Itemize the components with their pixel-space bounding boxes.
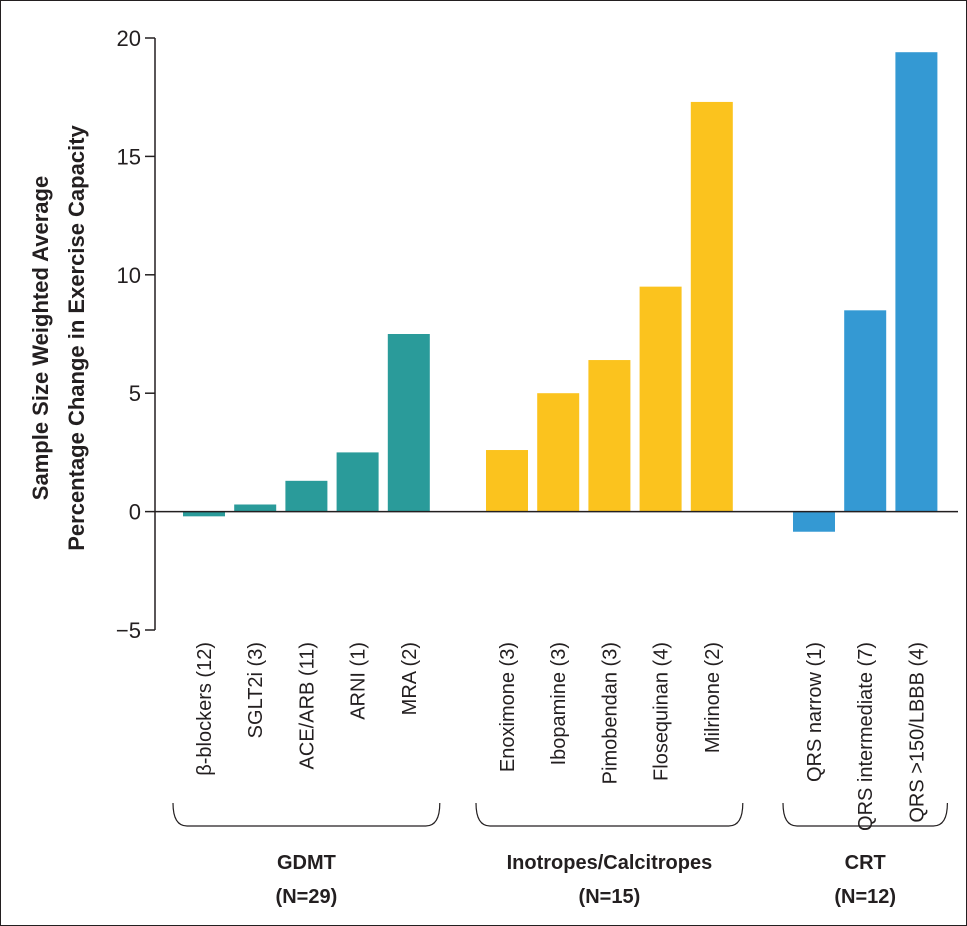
group-count: (N=15) <box>579 886 641 908</box>
bar <box>486 450 528 512</box>
y-axis-label-line2: Percentage Change in Exercise Capacity <box>64 124 89 550</box>
bar <box>537 393 580 512</box>
y-axis-label: Sample Size Weighted Average Percentage … <box>28 124 89 550</box>
group-bracket <box>475 802 744 827</box>
y-axis-label-line1: Sample Size Weighted Average <box>28 176 53 500</box>
bar <box>588 360 631 512</box>
bar <box>844 310 887 512</box>
y-tick-label: 0 <box>129 500 141 525</box>
bar <box>690 101 733 512</box>
category-label: QRS narrow (1) <box>804 642 826 782</box>
category-label: SGLT2i (3) <box>245 642 267 738</box>
category-label: ACE/ARB (11) <box>296 642 318 769</box>
category-label: ARNI (1) <box>348 642 370 720</box>
group-bracket <box>782 802 948 827</box>
y-tick-label: 10 <box>117 263 141 288</box>
bar <box>793 511 835 532</box>
y-tick-label: 20 <box>117 26 141 51</box>
group-name: Inotropes/Calcitropes <box>507 852 713 874</box>
category-label: Enoximone (3) <box>497 642 519 772</box>
y-axis: −5 0 5 10 15 20 <box>116 26 156 643</box>
category-label: QRS >150/LBBB (4) <box>906 642 928 823</box>
bar <box>387 334 430 512</box>
category-label: β-blockers (12) <box>194 642 216 776</box>
group-bracket <box>172 802 441 827</box>
bar <box>336 452 379 512</box>
category-label: Milrinone (2) <box>702 642 724 753</box>
group-count: (N=29) <box>276 886 338 908</box>
y-tick-label: 5 <box>129 381 141 406</box>
bar <box>639 286 682 512</box>
category-labels: β-blockers (12) SGLT2i (3) ACE/ARB (11) ARN… <box>194 642 928 831</box>
category-label: MRA (2) <box>399 642 421 715</box>
category-label: Ibopamine (3) <box>548 642 570 765</box>
category-label: Flosequinan (4) <box>651 642 673 781</box>
group-name: GDMT <box>277 852 336 874</box>
y-tick-label: 15 <box>117 144 141 169</box>
bar <box>183 511 225 517</box>
category-label: QRS intermediate (7) <box>855 642 877 831</box>
category-label: Pimobendan (3) <box>599 642 621 784</box>
bars <box>183 52 938 532</box>
group-labels: GDMT (N=29) Inotropes/Calcitropes (N=15) CRT… <box>172 802 948 908</box>
y-tick-label: −5 <box>116 618 141 643</box>
bar <box>285 480 328 512</box>
group-count: (N=12) <box>834 886 896 908</box>
group-name: CRT <box>845 852 886 874</box>
bar <box>234 504 277 512</box>
bar <box>895 52 938 512</box>
